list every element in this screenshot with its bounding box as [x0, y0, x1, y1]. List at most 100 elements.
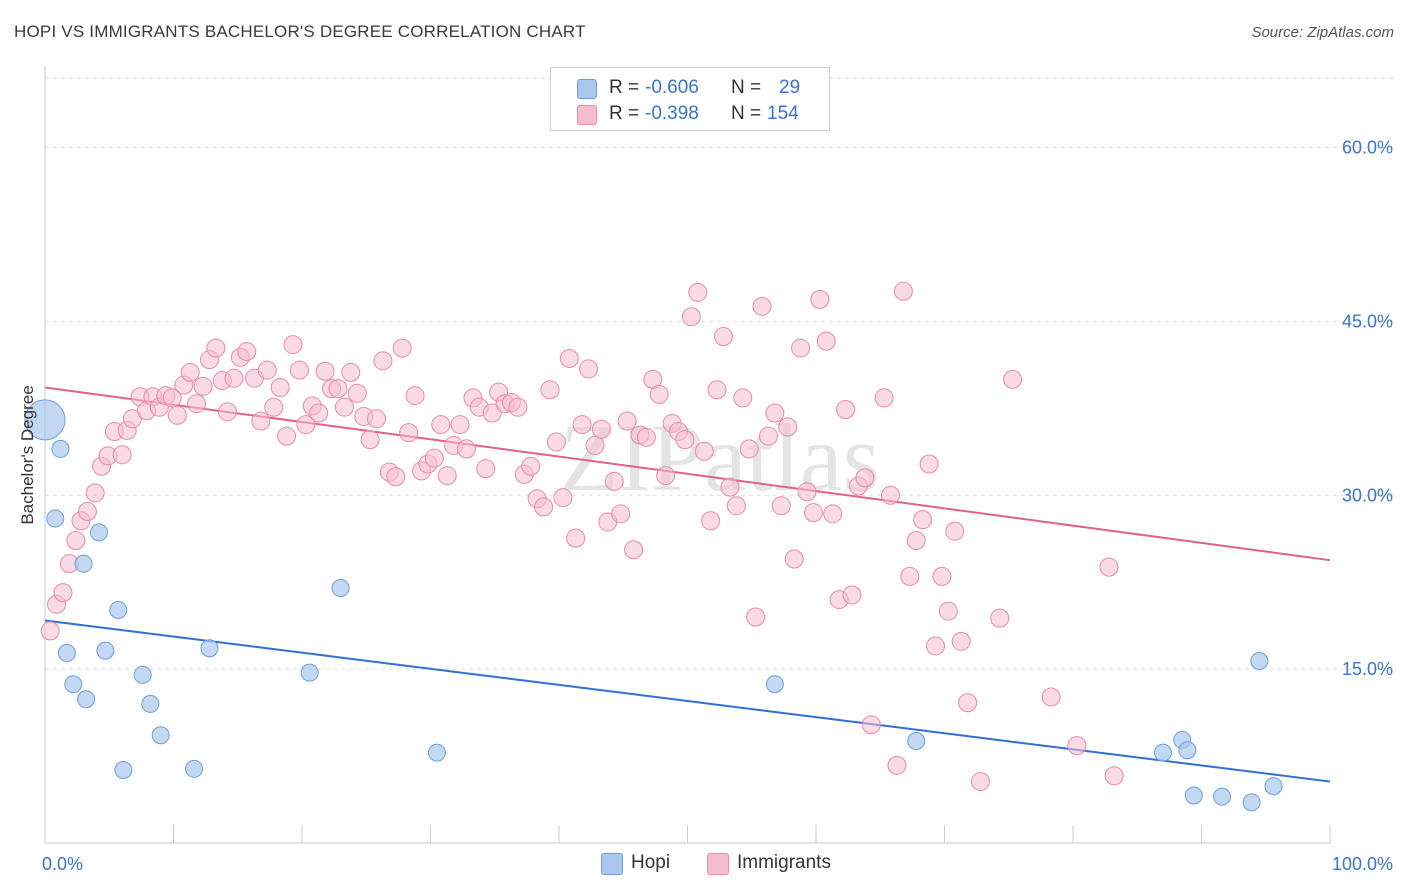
immigrants-point: [932, 566, 952, 586]
immigrants-point: [456, 439, 476, 459]
hopi-point: [200, 639, 219, 658]
immigrants-point: [476, 459, 496, 479]
immigrants-point: [585, 435, 605, 455]
immigrants-point: [816, 331, 836, 351]
immigrants-point: [752, 296, 772, 316]
immigrants-point: [938, 601, 958, 621]
immigrants-point: [193, 376, 213, 396]
immigrants-point: [784, 549, 804, 569]
immigrants-point: [707, 380, 727, 400]
immigrants-point: [180, 362, 200, 382]
hopi-point: [1213, 787, 1232, 806]
legend-n-value: 154: [767, 103, 799, 124]
immigrants-point: [893, 281, 913, 301]
hopi-point: [77, 690, 96, 709]
immigrants-point: [733, 388, 753, 408]
immigrants-point: [611, 504, 631, 524]
immigrants-point: [906, 530, 926, 550]
immigrants-point: [521, 456, 541, 476]
immigrants-point: [162, 388, 182, 408]
immigrants-point: [534, 497, 554, 517]
immigrants-point: [315, 361, 335, 381]
immigrants-point: [257, 360, 277, 380]
immigrants-point: [758, 426, 778, 446]
immigrants-point: [1104, 766, 1124, 786]
immigrants-swatch: [707, 853, 729, 875]
hopi-point: [1250, 652, 1269, 671]
hopi-point: [907, 732, 926, 750]
y-axis-title: Bachelor's Degree: [18, 385, 37, 524]
hopi-point: [64, 675, 83, 694]
hopi-point: [1153, 743, 1172, 762]
immigrants-point: [688, 282, 708, 302]
immigrants-point: [926, 636, 946, 656]
immigrants-point: [861, 715, 881, 735]
immigrants-point: [386, 467, 406, 487]
hopi-point: [300, 663, 319, 682]
immigrants-point: [1041, 687, 1061, 707]
immigrants-point: [187, 394, 207, 414]
immigrants-point: [823, 504, 843, 524]
immigrants-point: [237, 342, 257, 362]
hopi-point: [46, 509, 65, 528]
immigrants-point: [713, 326, 733, 346]
immigrants-point: [649, 384, 669, 404]
legend-n-label: N =: [731, 77, 762, 98]
legend-r-value: -0.398: [645, 103, 699, 124]
immigrants-point: [546, 432, 566, 452]
immigrants-point: [1003, 369, 1023, 389]
immigrants-point: [951, 631, 971, 651]
immigrants-point: [566, 528, 586, 548]
immigrants-point: [1067, 736, 1087, 756]
immigrants-point: [277, 426, 297, 446]
source-note: Source: ZipAtlas.com: [1251, 24, 1394, 41]
immigrants-point: [771, 496, 791, 516]
immigrants-point: [881, 485, 901, 505]
immigrants-point: [803, 503, 823, 523]
y-tick-label: 45.0%: [1342, 311, 1393, 331]
immigrants-point: [746, 607, 766, 627]
immigrants-point: [482, 403, 502, 423]
immigrants-point: [842, 585, 862, 605]
x-tick-labels: 0.0% 100.0%: [42, 854, 1393, 874]
hopi-point: [114, 760, 133, 779]
y-tick-label: 30.0%: [1342, 485, 1393, 505]
immigrants-point: [373, 351, 393, 371]
legend-n-value: 29: [779, 77, 801, 98]
immigrants-point: [559, 349, 579, 368]
immigrants-point: [450, 415, 470, 435]
immigrants-point: [309, 403, 329, 423]
series-legend: Hopi Immigrants: [0, 850, 1406, 880]
immigrants-point: [112, 445, 132, 465]
immigrants-point: [579, 359, 599, 379]
immigrants-point: [367, 409, 387, 429]
immigrants-point: [289, 360, 309, 380]
hopi-point: [74, 554, 93, 573]
immigrants-point: [206, 338, 226, 358]
hopi-point: [427, 743, 446, 762]
legend-row-immigrants: R = -0.398 N = 154: [551, 102, 829, 128]
immigrants-swatch: [577, 105, 597, 125]
immigrants-point: [283, 335, 303, 355]
immigrants-point: [53, 583, 73, 603]
immigrants-point: [887, 755, 907, 775]
immigrants-point: [572, 415, 592, 435]
hopi-point: [57, 643, 76, 662]
chart-title: HOPI VS IMMIGRANTS BACHELOR'S DEGREE COR…: [14, 22, 586, 41]
immigrants-point: [591, 419, 611, 439]
immigrants-point: [739, 439, 759, 459]
immigrants-point: [791, 338, 811, 358]
hopi-points: [24, 399, 1283, 812]
hopi-point: [331, 579, 350, 597]
immigrants-point: [1099, 557, 1119, 577]
immigrants-point: [636, 427, 656, 447]
hopi-point: [1178, 741, 1197, 760]
y-tick-label: 15.0%: [1342, 659, 1393, 679]
immigrants-point: [656, 466, 676, 486]
immigrants-point: [392, 338, 412, 358]
immigrants-point: [855, 468, 875, 488]
axes: [44, 66, 1331, 844]
hopi-point: [109, 601, 128, 620]
hopi-point: [24, 399, 66, 441]
immigrants-point: [726, 496, 746, 516]
